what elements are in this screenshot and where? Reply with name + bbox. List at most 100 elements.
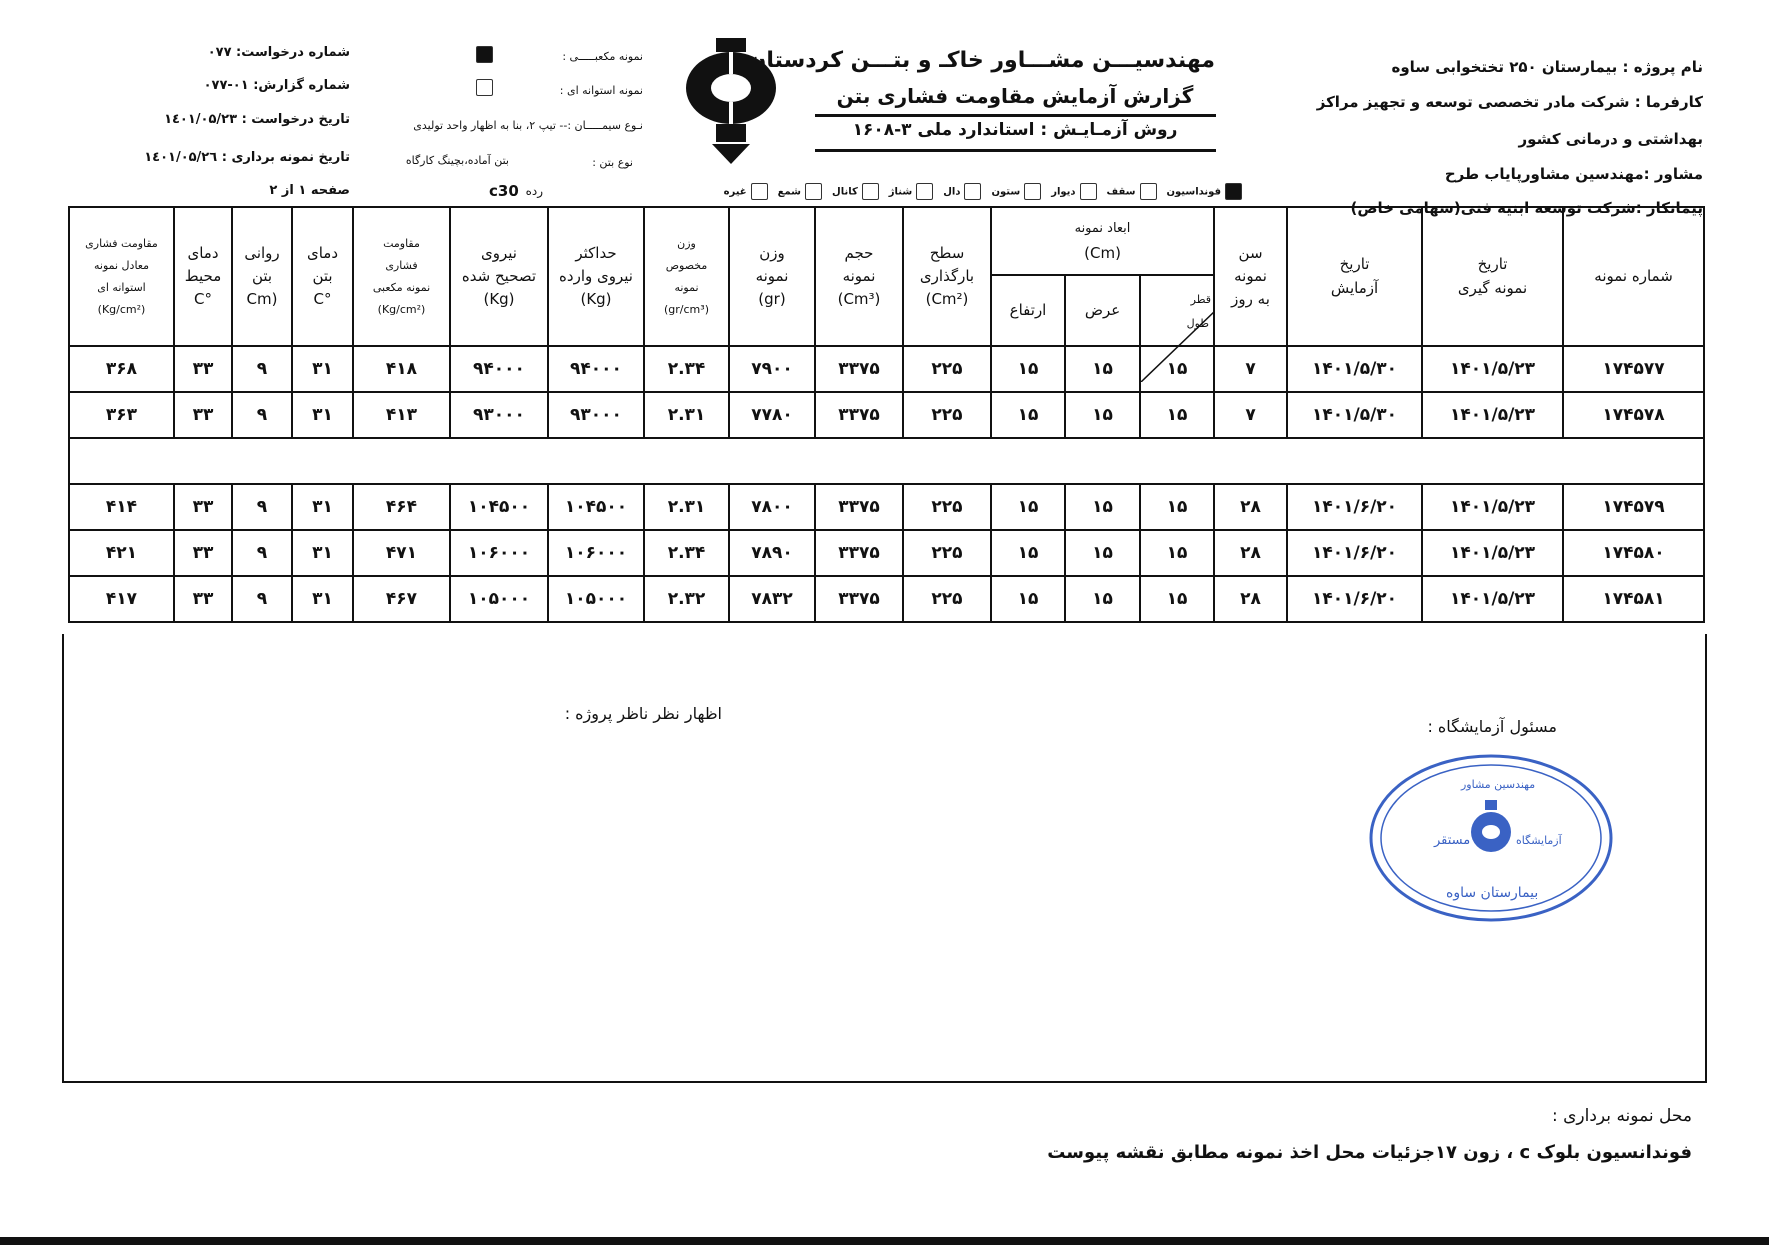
element-type-other[interactable]: غیره	[724, 183, 768, 200]
cell-sample-no: ۱۷۴۵۸۱	[1562, 575, 1706, 623]
element-type-label: ستون	[991, 186, 1021, 198]
cell-cube-strength: ۴۱۸	[352, 345, 451, 393]
cell-density: ۲.۳۴	[643, 345, 730, 393]
header-density: وزن مخصوص نمونه (gr/cm³)	[643, 206, 730, 347]
header-cylinder-strength: مقاومت فشاری معادل نمونه استوانه ای (Kg/cm²…	[68, 206, 175, 347]
header-diameter: قطر	[1190, 293, 1212, 307]
cell-sample-no: ۱۷۴۵۷۸	[1562, 391, 1706, 439]
element-type-wall[interactable]: دیوار	[1051, 183, 1097, 200]
cell-corrected-force: ۹۳۰۰۰	[449, 391, 549, 439]
cell-weight: ۷۸۹۰	[728, 529, 816, 577]
cell-width: ۱۵	[1064, 391, 1142, 439]
cell-concrete-temp: ۳۱	[291, 483, 354, 531]
cell-volume: ۳۳۷۵	[814, 345, 904, 393]
cell-density: ۲.۳۱	[643, 391, 730, 439]
svg-text:مستقر: مستقر	[1433, 833, 1470, 848]
cell-length: ۱۵	[1139, 483, 1216, 531]
svg-text:مهندسین مشاور: مهندسین مشاور	[1460, 778, 1535, 791]
svg-text:آزمایشگاه: آزمایشگاه	[1516, 833, 1563, 847]
empty-row	[67, 437, 1706, 485]
cell-weight: ۷۹۰۰	[728, 345, 816, 393]
cell-slump: ۹	[231, 529, 293, 577]
element-type-channel[interactable]: کانال	[832, 183, 879, 200]
element-type-column[interactable]: ستون	[991, 183, 1042, 200]
checkbox-icon[interactable]	[964, 183, 982, 200]
header-length: طول	[1186, 316, 1210, 330]
cell-ambient-temp: ۳۳	[173, 529, 233, 577]
cell-sampling-date: ۱۴۰۱/۵/۲۳	[1421, 529, 1565, 577]
table-row: ۱۷۴۵۷۹ ۱۴۰۱/۵/۲۳ ۱۴۰۱/۶/۲۰ ۲۸ ۱۵ ۱۵ ۱۵ ۲۲۵ ۳۳۷۵ ۷…	[68, 483, 1706, 531]
cell-max-force: ۱۰۴۵۰۰	[547, 483, 645, 531]
diagonal-divider	[1141, 310, 1216, 382]
cell-max-force: ۹۴۰۰۰	[547, 345, 645, 393]
cell-max-force: ۹۳۰۰۰	[547, 391, 645, 439]
checkbox-icon[interactable]	[1225, 183, 1242, 200]
cell-age: ۷	[1213, 345, 1289, 393]
element-type-label: فونداسیون	[1166, 186, 1222, 198]
request-date: تاریخ درخواست : ۱٤۰۱/۰۵/۲۳	[164, 112, 350, 127]
cell-area: ۲۲۵	[902, 391, 992, 439]
element-type-label: سقف	[1106, 186, 1136, 198]
header-max-force: حداکثر نیروی وارده (Kg)	[547, 206, 645, 347]
header-weight: وزن نمونه (gr)	[728, 206, 816, 347]
company-name: مهندسیـــن مشـــاور خاکـ و بتـــن کردستا…	[747, 48, 1215, 73]
cell-weight: ۷۸۰۰	[728, 483, 816, 531]
element-type-label: کانال	[832, 186, 858, 198]
header-concrete-temp: دمای بتن °C	[291, 206, 354, 347]
cell-volume: ۳۳۷۵	[814, 483, 904, 531]
cell-corrected-force: ۹۴۰۰۰	[449, 345, 549, 393]
checkbox-icon[interactable]	[750, 183, 768, 200]
header-sampling-date: تاریخ نمونه گیری	[1421, 206, 1565, 347]
checkbox-icon[interactable]	[1139, 183, 1157, 200]
test-method: روش آزمـایـش : استاندارد ملی ۳-۱۶۰۸	[852, 120, 1178, 140]
consultant: مشاور :مهندسین مشاورپایاب طرح	[1444, 165, 1703, 183]
checkbox-icon[interactable]	[916, 183, 934, 200]
checkbox-icon[interactable]	[1079, 183, 1097, 200]
cell-corrected-force: ۱۰۵۰۰۰	[449, 575, 549, 623]
element-type-tie-beam[interactable]: شناژ	[889, 183, 934, 200]
cell-test-date: ۱۴۰۱/۶/۲۰	[1286, 483, 1424, 531]
cell-length: ۱۵	[1139, 391, 1216, 439]
cylindrical-label: نمونه استوانه ای :	[559, 84, 643, 97]
cell-test-date: ۱۴۰۱/۶/۲۰	[1286, 575, 1424, 623]
element-type-ceiling[interactable]: سقف	[1107, 183, 1157, 200]
grade-label: رده	[525, 184, 543, 198]
lab-manager-label: مسئول آزمایشگاه :	[1427, 717, 1557, 736]
cell-ambient-temp: ۳۳	[173, 345, 233, 393]
cell-max-force: ۱۰۶۰۰۰	[547, 529, 645, 577]
checkbox-icon[interactable]	[1024, 183, 1042, 200]
element-type-slab[interactable]: دال	[943, 183, 982, 200]
cell-slump: ۹	[231, 345, 293, 393]
element-type-pile[interactable]: شمع	[778, 183, 823, 200]
cell-test-date: ۱۴۰۱/۶/۲۰	[1286, 529, 1424, 577]
cubic-checkbox[interactable]	[476, 46, 493, 63]
cell-corrected-force: ۱۰۶۰۰۰	[449, 529, 549, 577]
cell-width: ۱۵	[1064, 575, 1142, 623]
header-length-diameter: طول قطر	[1139, 274, 1216, 382]
cell-sample-no: ۱۷۴۵۷۷	[1562, 345, 1706, 393]
checkbox-icon[interactable]	[805, 183, 823, 200]
cell-area: ۲۲۵	[902, 345, 992, 393]
cell-age: ۲۸	[1213, 483, 1289, 531]
employer-line-2: بهداشتی و درمانی کشور	[1518, 130, 1703, 148]
cell-corrected-force: ۱۰۴۵۰۰	[449, 483, 549, 531]
checkbox-icon[interactable]	[861, 183, 879, 200]
concrete-type-label: نوع بتن :	[592, 156, 633, 169]
cell-sample-no: ۱۷۴۵۷۹	[1562, 483, 1706, 531]
employer-line-1: کارفرما : شرکت مادر تخصصی توسعه و تجهیز …	[1316, 93, 1703, 111]
cell-cylinder-strength: ۳۶۳	[68, 391, 175, 439]
table-row: ۱۷۴۵۷۷ ۱۴۰۱/۵/۲۳ ۱۴۰۱/۵/۳۰ ۷ ۱۵ ۱۵ ۱۵ ۲۲۵ ۳۳۷۵ ۷۹…	[68, 345, 1706, 393]
comments-box	[62, 634, 1707, 1083]
header-height: ارتفاع	[989, 274, 1067, 347]
element-type-label: دال	[943, 186, 961, 198]
cell-cylinder-strength: ۳۶۸	[68, 345, 175, 393]
cell-age: ۲۸	[1213, 575, 1289, 623]
element-type-foundation[interactable]: فونداسیون	[1166, 183, 1242, 200]
report-title: گزارش آزمایش مقاومت فشاری بتن	[836, 84, 1194, 108]
cylindrical-checkbox[interactable]	[476, 79, 493, 96]
element-type-label: دیوار	[1051, 186, 1076, 198]
header-corrected-force: نیروی تصحیح شده (Kg)	[449, 206, 549, 347]
sampling-location-label: محل نمونه برداری :	[1551, 1106, 1692, 1126]
cell-concrete-temp: ۳۱	[291, 391, 354, 439]
element-type-checkboxes: فونداسیون سقف دیوار ستون دال شناژ کانال …	[722, 183, 1242, 200]
